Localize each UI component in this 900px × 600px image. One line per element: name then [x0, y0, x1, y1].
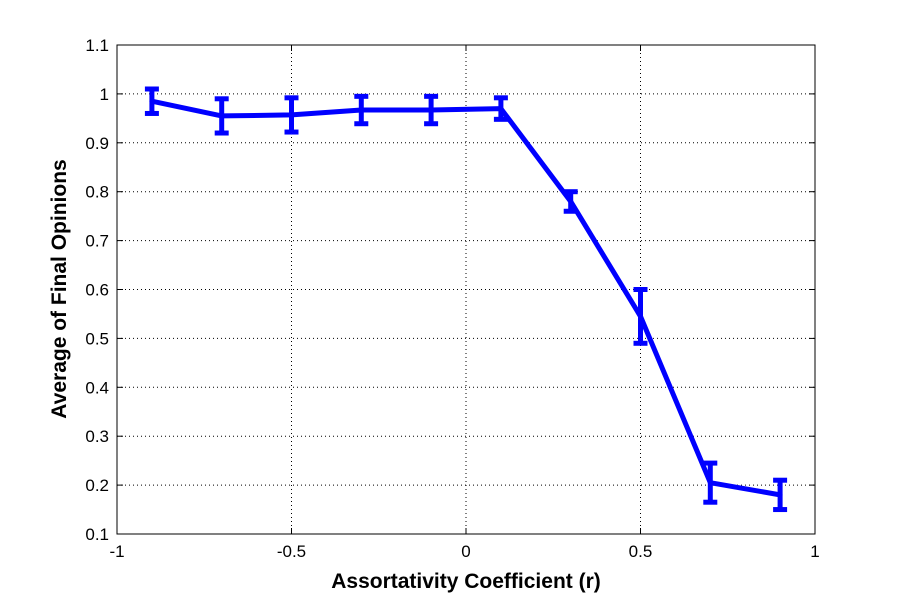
- x-tick-labels: -1 -0.5 0 0.5 1: [109, 542, 819, 561]
- y-tick-label: 0.2: [85, 476, 109, 495]
- data-point: [359, 108, 363, 112]
- error-bar: [214, 96, 229, 136]
- error-bar: [773, 477, 788, 513]
- y-axis-title: Average of Final Opinions: [48, 159, 71, 418]
- x-tick-label: 0: [461, 542, 470, 561]
- error-bar: [144, 86, 159, 116]
- data-series: [144, 86, 788, 513]
- error-bar: [284, 95, 299, 135]
- data-point: [290, 113, 293, 117]
- data-point: [569, 199, 573, 203]
- error-bar: [493, 95, 508, 122]
- x-tick-label: -1: [109, 542, 124, 561]
- y-tick-label: 0.4: [85, 378, 109, 397]
- y-tick-label: 0.7: [85, 232, 109, 251]
- data-point: [708, 481, 712, 485]
- y-tick-label: 0.5: [85, 329, 109, 348]
- error-bar: [633, 287, 648, 346]
- y-tick-label: 0.3: [85, 427, 109, 446]
- error-bar: [563, 189, 578, 214]
- data-point: [639, 314, 642, 318]
- y-tick-label: 1.1: [85, 36, 109, 55]
- error-bar: [703, 460, 718, 505]
- series-line: [149, 98, 783, 498]
- x-tick-label: 0.5: [629, 542, 653, 561]
- error-bar: [354, 93, 369, 127]
- y-tick-label: 1: [100, 85, 109, 104]
- error-bar: [424, 93, 439, 127]
- axis-ticks: [116, 44, 816, 535]
- data-point: [150, 99, 154, 103]
- data-point: [778, 493, 782, 497]
- data-point: [499, 107, 503, 111]
- y-tick-labels: 0.1 0.2 0.3 0.4 0.5 0.6 0.7 0.8 0.9 1 1.1: [85, 36, 109, 544]
- data-point: [429, 108, 433, 112]
- x-tick-label: -0.5: [277, 542, 306, 561]
- data-point: [220, 114, 224, 118]
- y-tick-label: 0.9: [85, 134, 109, 153]
- y-tick-label: 0.8: [85, 183, 109, 202]
- x-tick-label: 1: [810, 542, 819, 561]
- y-tick-label: 0.1: [85, 525, 109, 544]
- x-axis-title: Assortativity Coefficient (r): [331, 570, 601, 593]
- y-tick-label: 0.6: [85, 281, 109, 300]
- grid-lines: [117, 45, 815, 534]
